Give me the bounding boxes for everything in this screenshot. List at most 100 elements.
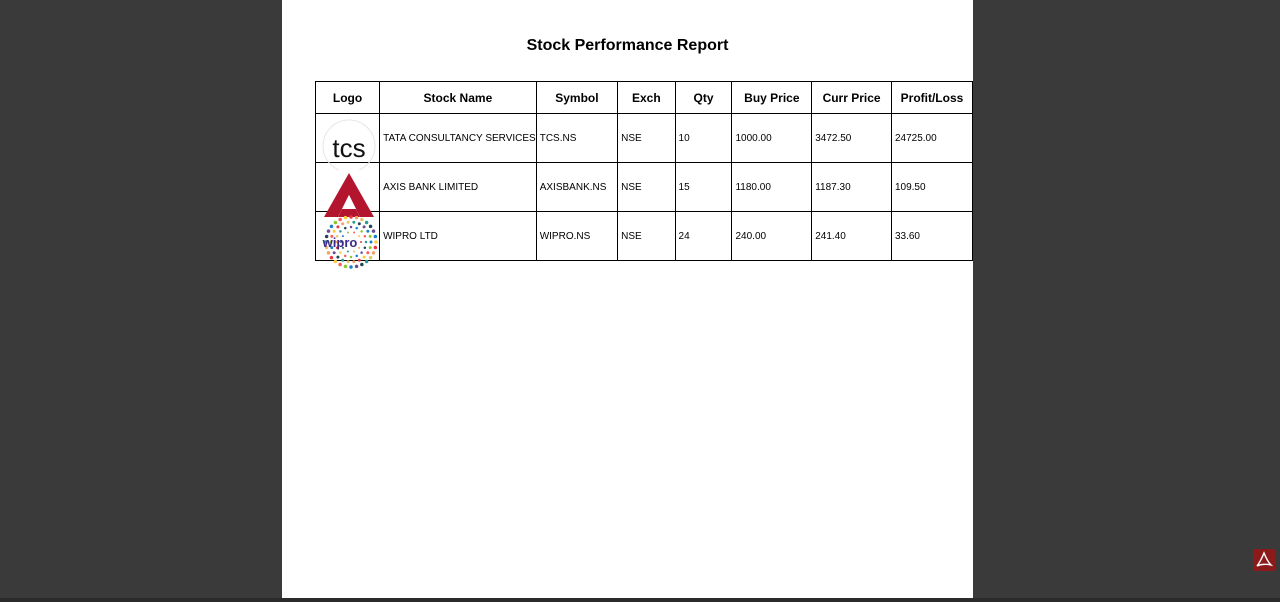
curr-price-cell: 1187.30 [811, 162, 892, 212]
qty-cell: 24 [674, 211, 733, 261]
wipro-dot [353, 250, 356, 253]
wipro-dot [354, 264, 359, 269]
wipro-dot [333, 220, 338, 225]
curr-price-cell: 3472.50 [811, 113, 892, 163]
wipro-dot [346, 220, 350, 224]
buy-price-cell: 240.00 [731, 211, 813, 261]
logo-cell [314, 162, 381, 217]
wipro-dot [346, 231, 349, 234]
buy-price-cell: 1000.00 [731, 113, 813, 163]
wipro-dot [368, 246, 372, 250]
stock-name-cell: TATA CONSULTANCY SERVICES [379, 113, 537, 163]
wipro-dot [352, 220, 356, 224]
wipro-dot [340, 241, 342, 243]
wipro-dot [335, 246, 339, 249]
symbol-cell: TCS.NS [535, 113, 619, 163]
column-header-buy-price: Buy Price [731, 81, 813, 114]
wipro-dot [329, 224, 334, 229]
wipro-dot [373, 245, 378, 250]
table-header-row: Logo Stock Name Symbol Exch Qty Buy Pric… [314, 81, 974, 114]
wipro-dot [362, 225, 366, 229]
wipro-dot [369, 240, 373, 244]
wipro-dot [373, 234, 378, 239]
wipro-dot [336, 255, 340, 259]
column-header-exch: Exch [617, 81, 676, 114]
column-header-stock-name: Stock Name [379, 81, 537, 114]
wipro-dot [360, 217, 364, 222]
stock-name-cell: AXIS BANK LIMITED [379, 162, 537, 212]
stock-table: Logo Stock Name Symbol Exch Qty Buy Pric… [314, 81, 974, 269]
wipro-dot [324, 240, 328, 244]
wipro-dot [339, 251, 342, 254]
profit-loss-cell: 33.60 [890, 211, 974, 261]
wipro-dot [336, 225, 340, 229]
wipro-dot [338, 262, 342, 267]
buy-price-cell: 1180.00 [731, 162, 813, 212]
wipro-dot [324, 234, 329, 239]
wipro-dot [326, 229, 331, 233]
exch-cell: NSE [617, 113, 676, 163]
profit-loss-cell: 24725.00 [890, 113, 974, 163]
wipro-dot [332, 251, 336, 255]
wipro-dot [363, 235, 367, 238]
wipro-dot [339, 230, 342, 233]
wipro-dot [357, 222, 361, 226]
wipro-dot [343, 264, 348, 269]
wipro-logo: wipro [318, 214, 380, 269]
wipro-dot [364, 240, 368, 244]
stock-name-cell: WIPRO LTD [379, 211, 537, 261]
table-row: wipro WIPRO LTD WIPRO.NS NSE 24 240.00 2… [314, 211, 974, 269]
wipro-dot [354, 215, 359, 220]
wipro-dot [329, 240, 333, 244]
wipro-dot [358, 235, 361, 238]
logo-cell: tcs [314, 113, 381, 173]
wipro-dot [335, 235, 339, 238]
wipro-dot [329, 255, 334, 260]
table-row: AXIS BANK LIMITED AXISBANK.NS NSE 15 118… [314, 162, 974, 217]
wipro-dot [349, 225, 353, 229]
wipro-dot [371, 251, 376, 255]
wipro-dot [357, 258, 361, 262]
wipro-dot [334, 240, 338, 244]
exch-cell: NSE [617, 211, 676, 261]
column-header-profit-loss: Profit/Loss [890, 81, 974, 114]
svg-text:tcs: tcs [332, 133, 365, 163]
wipro-dot [330, 234, 334, 238]
column-header-curr-price: Curr Price [811, 81, 892, 114]
wipro-dot [355, 226, 358, 230]
viewer-bottom-bar [0, 598, 1280, 602]
wipro-dot [332, 229, 336, 233]
wipro-dot [363, 246, 367, 249]
wipro-dot [338, 217, 342, 222]
acrobat-icon[interactable] [1253, 549, 1275, 571]
profit-loss-cell: 109.50 [890, 162, 974, 212]
wipro-dot [360, 251, 363, 254]
wipro-dot [364, 220, 369, 225]
wipro-dot [343, 215, 348, 220]
wipro-dot [366, 229, 370, 233]
wipro-dot [330, 246, 334, 250]
wipro-dot [360, 241, 362, 243]
wipro-dot [349, 255, 353, 259]
wipro-dot [346, 250, 349, 253]
wipro-dot [360, 230, 363, 233]
qty-cell: 10 [674, 113, 733, 163]
report-title: Stock Performance Report [526, 37, 729, 54]
wipro-dot [352, 260, 356, 264]
wipro-dot [341, 235, 344, 238]
logo-cell: wipro [314, 211, 381, 269]
qty-cell: 15 [674, 162, 733, 212]
wipro-dot [368, 224, 373, 229]
wipro-dot [368, 255, 373, 260]
wipro-dot [368, 234, 372, 238]
wipro-dot [349, 265, 353, 269]
table-row: tcs TATA CONSULTANCY SERVICES TCS.NS NSE… [314, 113, 974, 173]
wipro-dot [341, 258, 345, 262]
wipro-dot [364, 259, 369, 264]
wipro-dot [366, 251, 370, 255]
wipro-dot [360, 262, 364, 267]
wipro-dot [341, 222, 345, 226]
wipro-dot [362, 255, 366, 259]
column-header-symbol: Symbol [535, 81, 619, 114]
